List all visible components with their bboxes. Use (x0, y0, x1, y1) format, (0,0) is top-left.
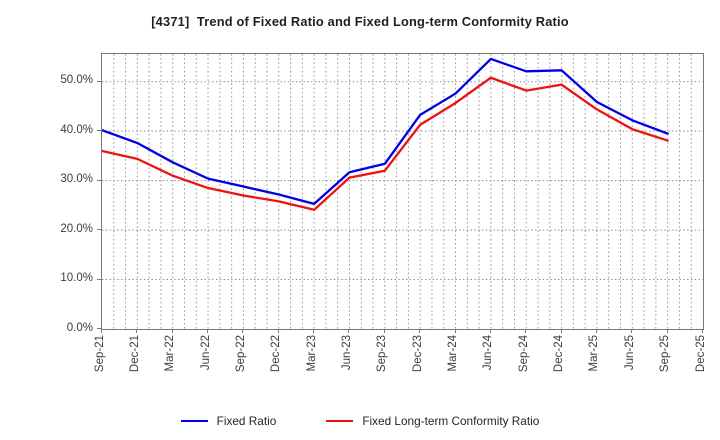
x-axis-tick-label: Sep-23 (376, 335, 389, 373)
legend: Fixed Ratio Fixed Long-term Conformity R… (0, 414, 720, 428)
legend-item-conformity-ratio: Fixed Long-term Conformity Ratio (326, 414, 539, 428)
y-axis-tick-label: 50.0% (60, 74, 93, 87)
x-axis-tick-label: Dec-22 (270, 335, 283, 373)
x-axis-tick-label: Sep-24 (517, 335, 530, 373)
x-axis-tick-mark (702, 329, 703, 333)
legend-swatch-conformity-ratio (326, 420, 354, 422)
x-axis-tick-mark (101, 329, 102, 333)
x-axis-tick-label: Sep-25 (659, 335, 672, 373)
x-axis-tick-mark (560, 329, 562, 333)
plot-area (101, 53, 704, 330)
x-axis-tick-label: Mar-23 (305, 335, 318, 372)
x-axis-tick-mark (207, 329, 209, 333)
x-axis-tick-mark (242, 329, 244, 333)
x-axis-tick-mark (313, 329, 315, 333)
x-axis-tick-label: Jun-23 (340, 335, 353, 371)
x-axis-tick-mark (419, 329, 421, 333)
legend-item-fixed-ratio: Fixed Ratio (180, 414, 277, 428)
x-axis-tick-label: Jun-22 (199, 335, 212, 371)
y-axis-tick-label: 0.0% (66, 321, 93, 334)
x-axis-tick-mark (525, 329, 527, 333)
legend-label-fixed-ratio: Fixed Ratio (216, 414, 277, 428)
x-axis-tick-mark (489, 329, 491, 333)
fixed-ratio-line (102, 57, 669, 206)
chart-title: [4371] Trend of Fixed Ratio and Fixed Lo… (151, 14, 569, 29)
x-axis-tick-label: Dec-23 (411, 335, 424, 373)
x-axis-tick-label: Dec-21 (128, 335, 141, 373)
x-axis-tick-label: Mar-22 (164, 335, 177, 372)
x-axis-tick-mark (383, 329, 385, 333)
conformity-ratio-line (102, 76, 669, 211)
x-axis-tick-mark (631, 329, 633, 333)
x-axis-tick-mark (136, 329, 138, 333)
x-axis-tick-mark (348, 329, 350, 333)
chart-canvas (102, 54, 703, 329)
y-axis-tick-label: 10.0% (60, 272, 93, 285)
legend-swatch-fixed-ratio (180, 420, 208, 422)
x-axis-tick-label: Dec-25 (694, 335, 707, 373)
legend-label-conformity-ratio: Fixed Long-term Conformity Ratio (362, 414, 540, 428)
x-axis-tick-label: Sep-22 (234, 335, 247, 373)
x-axis-tick-label: Dec-24 (553, 335, 566, 373)
x-axis-tick-label: Mar-25 (588, 335, 601, 372)
x-axis-tick-mark (666, 329, 668, 333)
y-axis-tick-label: 20.0% (60, 222, 93, 235)
y-axis-tick-mark (97, 130, 101, 132)
y-axis-tick-mark (97, 229, 101, 231)
x-axis-tick-mark (454, 329, 456, 333)
x-axis-tick-mark (171, 329, 173, 333)
x-axis-tick-label: Jun-25 (623, 335, 636, 371)
x-axis-tick-mark (277, 329, 279, 333)
y-axis-tick-label: 40.0% (60, 123, 93, 136)
y-axis-tick-mark (97, 278, 101, 280)
x-axis-tick-label: Jun-24 (482, 335, 495, 371)
y-axis-tick-mark (97, 80, 101, 82)
y-axis-tick-mark (97, 328, 101, 329)
x-axis-tick-mark (595, 329, 597, 333)
y-axis-tick-mark (97, 179, 101, 181)
x-axis-tick-label: Mar-24 (447, 335, 460, 372)
x-axis-tick-label: Sep-21 (93, 335, 106, 373)
y-axis-tick-label: 30.0% (60, 173, 93, 186)
